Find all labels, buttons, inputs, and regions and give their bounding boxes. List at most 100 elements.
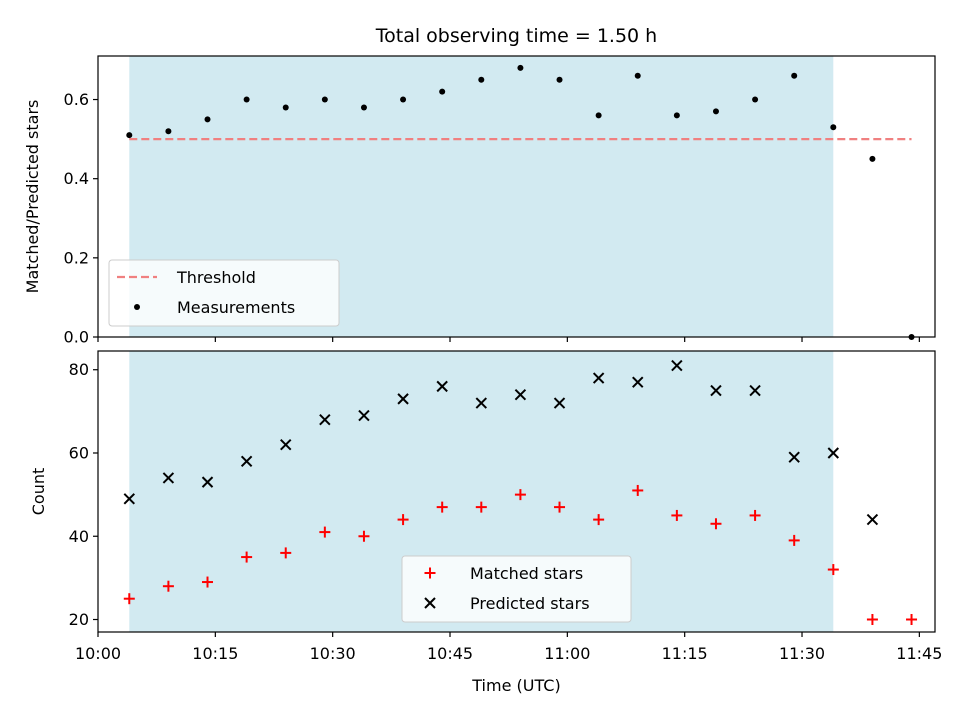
data-point [592, 372, 605, 384]
legend-swatch [424, 567, 436, 579]
x-tick-label: 11:30 [779, 644, 825, 663]
x-tick-label: 10:00 [75, 644, 121, 663]
x-tick-label: 10:15 [192, 644, 238, 663]
data-point [165, 128, 172, 135]
data-point [632, 484, 644, 496]
data-point [517, 64, 524, 71]
data-point [710, 384, 722, 397]
data-point [788, 534, 800, 546]
data-point [439, 88, 446, 95]
legend-label: Matched stars [470, 564, 583, 583]
data-point [204, 116, 211, 123]
legend-swatch [134, 304, 140, 310]
data-point [282, 104, 289, 111]
data-point [397, 393, 409, 405]
data-point [634, 72, 641, 79]
data-point [866, 513, 879, 526]
data-point [162, 472, 175, 484]
data-point [162, 580, 174, 592]
x-tick-label: 10:45 [427, 644, 473, 663]
data-point [593, 514, 605, 526]
data-point [553, 397, 566, 409]
data-point [671, 359, 683, 372]
data-point [201, 476, 214, 488]
top-y-axis-label: Matched/Predicted stars [23, 100, 42, 294]
data-point [712, 108, 719, 115]
data-point [475, 501, 487, 513]
data-point [241, 551, 253, 563]
legend-label: Measurements [177, 298, 295, 317]
data-point [866, 614, 878, 626]
data-point [123, 593, 135, 605]
data-point [358, 409, 370, 422]
data-point [791, 72, 798, 79]
data-point [830, 124, 837, 131]
x-tick-label: 11:00 [544, 644, 590, 663]
top-y-tick-label: 0.2 [64, 248, 89, 267]
data-point [671, 509, 683, 521]
bottom-y-tick-label: 80 [69, 360, 89, 379]
data-point [360, 104, 367, 111]
chart-title: Total observing time = 1.50 h [375, 25, 657, 47]
data-point [673, 112, 680, 119]
bottom-y-tick-label: 20 [69, 610, 89, 629]
top-panel: Total observing time = 1.50 h Matched/Pr… [23, 25, 936, 347]
bottom-y-axis-label: Count [29, 468, 48, 516]
top-y-tick-label: 0.0 [64, 328, 89, 347]
bottom-panel: Count Time (UTC) 20 40 60 80 10:00 10:15 10:30… [29, 350, 942, 695]
data-point [788, 451, 800, 463]
data-point [123, 493, 135, 505]
bottom-legend-frame [401, 555, 632, 623]
bottom-series-matched-stars [123, 484, 918, 626]
data-point [280, 438, 292, 451]
bottom-axes-frame [97, 350, 936, 633]
data-point [240, 455, 253, 468]
x-tick-label: 11:45 [896, 644, 942, 663]
bottom-legend: Matched stars Predicted stars [401, 555, 632, 623]
data-point [321, 96, 328, 103]
data-point [869, 155, 876, 162]
legend-swatch [424, 597, 436, 609]
top-axes-frame [97, 55, 936, 338]
top-y-tick-label: 0.4 [64, 169, 89, 188]
data-point [632, 376, 644, 388]
data-point [243, 96, 250, 103]
data-point [595, 112, 602, 119]
legend-label: Threshold [176, 268, 256, 287]
data-point [752, 96, 759, 103]
legend-entry: Measurements [134, 298, 295, 317]
data-point [514, 489, 526, 501]
data-point [514, 389, 527, 401]
data-point [436, 380, 448, 393]
data-point [749, 384, 761, 397]
data-point [827, 447, 840, 459]
bottom-y-tick-label: 60 [69, 443, 89, 462]
data-point [554, 501, 566, 513]
data-point [400, 96, 407, 103]
legend-entry: Matched stars [424, 564, 583, 583]
top-legend-frame [108, 259, 340, 327]
data-point [202, 576, 214, 588]
legend-entry: Predicted stars [424, 594, 590, 613]
data-point [358, 530, 370, 542]
data-point [556, 76, 563, 83]
data-point [126, 132, 133, 139]
data-point [436, 501, 448, 513]
top-series-measurements [126, 64, 915, 340]
data-point [319, 526, 331, 538]
legend-entry: Threshold [117, 268, 256, 287]
data-point [280, 547, 292, 559]
data-point [749, 509, 761, 521]
top-y-tick-label: 0.6 [64, 90, 89, 109]
data-point [827, 564, 839, 576]
data-point [475, 397, 488, 409]
x-tick-label: 11:15 [662, 644, 708, 663]
data-point [478, 76, 485, 83]
top-legend: Threshold Measurements [108, 259, 340, 327]
bottom-series-predicted-stars [123, 359, 879, 526]
data-point [906, 614, 918, 626]
bottom-y-tick-label: 40 [69, 527, 89, 546]
data-point [710, 518, 722, 530]
legend-label: Predicted stars [470, 594, 590, 613]
